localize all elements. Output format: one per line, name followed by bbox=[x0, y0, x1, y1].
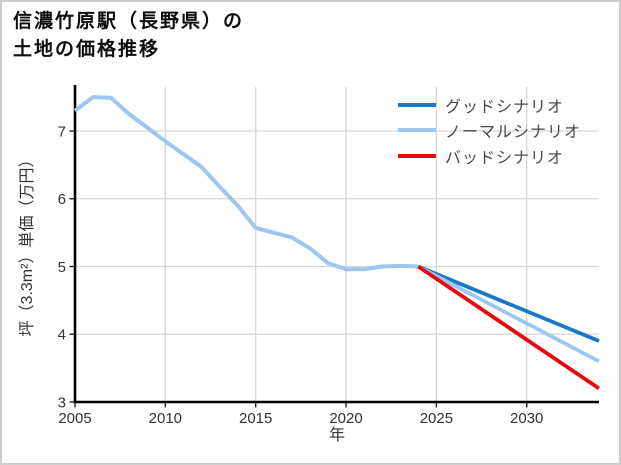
forecast-line-0 bbox=[417, 264, 600, 343]
history-price-line bbox=[73, 95, 419, 272]
x-axis-label: 年 bbox=[329, 426, 345, 444]
y-tick-label: 5 bbox=[58, 259, 66, 276]
x-tick-label: 2015 bbox=[239, 410, 272, 427]
x-tick-label: 2010 bbox=[149, 410, 182, 427]
legend-item-bad-scenario: バッドシナリオ bbox=[398, 143, 581, 169]
legend-swatch-bad-scenario bbox=[398, 153, 436, 158]
legend-label-good-scenario: グッドシナリオ bbox=[445, 98, 565, 116]
y-tick-label: 7 bbox=[58, 123, 66, 140]
x-tick-label: 2005 bbox=[58, 410, 91, 427]
legend-label-bad-scenario: バッドシナリオ bbox=[445, 149, 565, 167]
forecast-line-2 bbox=[417, 264, 601, 391]
legend-item-normal-scenario: ノーマルシナリオ bbox=[398, 118, 581, 144]
x-tick-label: 2025 bbox=[420, 410, 453, 427]
x-tick-label: 2020 bbox=[329, 410, 362, 427]
legend-label-normal-scenario: ノーマルシナリオ bbox=[445, 124, 582, 142]
x-tick-label: 2030 bbox=[510, 410, 543, 427]
chart-title: 信濃竹原駅（長野県）の 土地の価格推移 bbox=[13, 8, 244, 64]
y-axis-label: 坪（3.3m²）単価（万円） bbox=[18, 152, 36, 337]
legend-item-good-scenario: グッドシナリオ bbox=[398, 92, 581, 118]
forecast-line-1 bbox=[417, 264, 600, 364]
chart-title-line-1: 信濃竹原駅（長野県）の bbox=[13, 11, 245, 32]
legend-swatch-good-scenario bbox=[398, 102, 436, 107]
chart-title-line-2: 土地の価格推移 bbox=[13, 39, 161, 60]
legend-swatch-normal-scenario bbox=[398, 128, 436, 133]
y-tick-label: 6 bbox=[58, 191, 66, 208]
y-tick-label: 3 bbox=[58, 394, 66, 411]
y-tick-label: 4 bbox=[58, 327, 66, 344]
legend: グッドシナリオ ノーマルシナリオ バッドシナリオ bbox=[398, 92, 581, 169]
